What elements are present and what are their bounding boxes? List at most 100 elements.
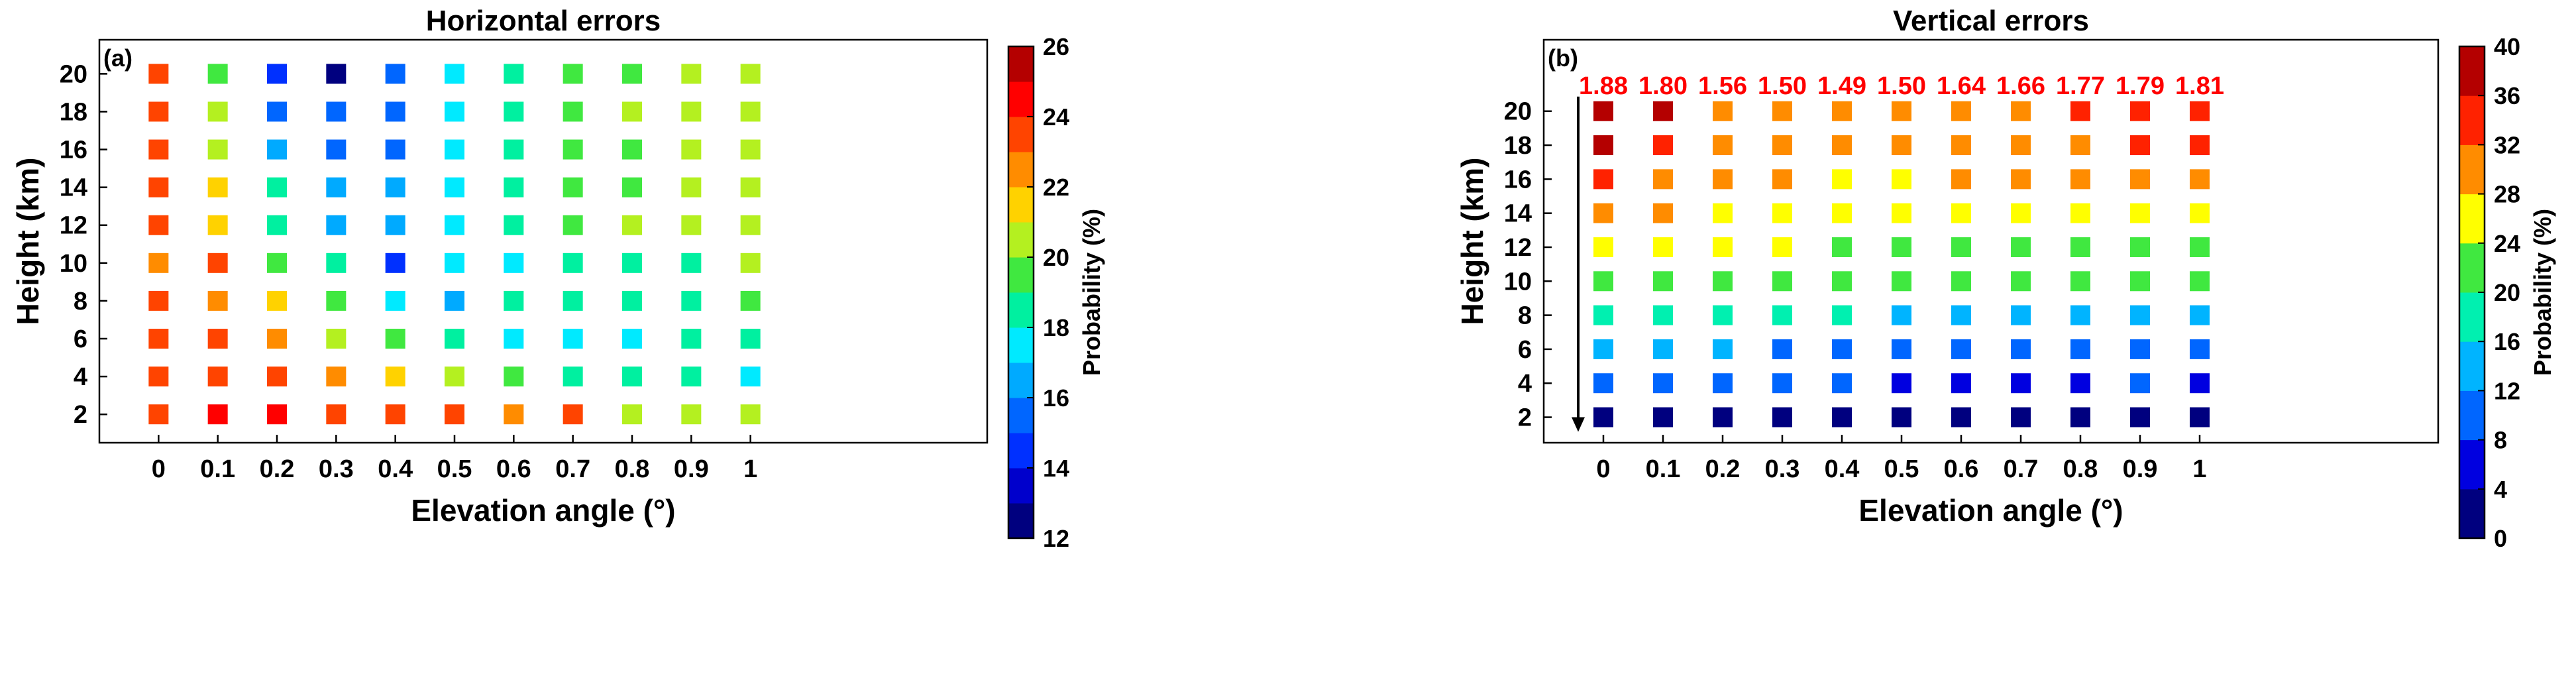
trend-arrow-head [1572,417,1585,432]
heatmap-cell [2130,101,2150,121]
heatmap-cell [504,215,524,235]
heatmap-cell [1892,305,1911,325]
colorbar-segment [1008,222,1034,258]
x-tick-label: 0 [152,455,166,483]
heatmap-cell [504,253,524,273]
x-tick-label: 0.6 [496,455,531,483]
heatmap-cell [622,329,642,349]
colorbar-tick-label: 26 [1043,33,1069,60]
heatmap-cell [2011,135,2031,156]
heatmap-cell [1832,407,1852,427]
heatmap-cell [1951,203,1971,223]
heatmap-cell [2190,169,2210,190]
colorbar-segment [2459,292,2485,342]
x-tick-label: 0.6 [1944,455,1979,483]
heatmap-cell [1832,101,1852,121]
heatmap-cell [1653,203,1673,223]
heatmap-cell [445,329,464,349]
heatmap-cell [681,367,702,387]
x-tick-label: 0.3 [319,455,354,483]
heatmap-cell [2190,271,2210,292]
heatmap-cell [1713,203,1733,223]
heatmap-cell [445,367,464,387]
heatmap-cell [1713,373,1733,394]
y-tick-label: 14 [1504,200,1532,228]
heatmap-cell [2130,203,2150,223]
heatmap-cell [2011,373,2031,394]
colorbar-tick-label: 36 [2494,82,2520,109]
colorbar-segment [1008,152,1034,188]
heatmap-cell [1772,339,1792,359]
heatmap-cell [1593,373,1613,394]
heatmap-cell [2011,339,2031,359]
colorbar-tick-label: 16 [2494,328,2520,355]
colorbar-segment [1008,187,1034,223]
heatmap-cell [2190,237,2210,257]
x-tick-label: 1 [743,455,757,483]
heatmap-cell [2070,373,2090,394]
heatmap-cell [2190,407,2210,427]
heatmap-cell [622,139,642,160]
colorbar-segment [2459,243,2485,293]
heatmap-cell [1951,237,1971,257]
heatmap-cell [563,101,583,122]
heatmap-cell [1832,339,1852,359]
heatmap-cell [2011,407,2031,427]
heatmap-cell [1892,339,1911,359]
heatmap-cell [1653,169,1673,190]
y-tick-label: 18 [60,98,87,126]
heatmap-cell [267,329,287,349]
colorbar-tick-label: 20 [2494,279,2520,306]
heatmap-cell [385,139,405,160]
heatmap-cell [504,139,524,160]
heatmap-cell [148,177,169,198]
colorbar-segment [1008,292,1034,328]
y-tick-label: 16 [60,137,87,164]
x-axis-label: Elevation angle (°) [411,493,675,528]
heatmap-cell [445,404,464,425]
heatmap-cell [445,253,464,273]
heatmap-cell [207,215,228,235]
column-annotation: 1.77 [2056,72,2105,100]
y-axis-label: Height (km) [11,158,45,325]
heatmap-cell [1832,135,1852,156]
heatmap-cell [385,329,405,349]
heatmap-cell [1593,305,1613,325]
heatmap-cell [740,329,761,349]
heatmap-cell [385,367,405,387]
colorbar-segment [1008,398,1034,433]
heatmap-cell [1593,407,1613,427]
heatmap-cell [504,64,524,84]
colorbar-segment [1008,46,1034,82]
colorbar-label: Probability (%) [2529,209,2556,376]
heatmap-cell [2070,169,2090,190]
heatmap-cell [740,215,761,235]
heatmap-cell [1653,407,1673,427]
y-tick-label: 16 [1504,166,1532,194]
heatmap-cell [1772,101,1792,121]
heatmap-cell [563,404,583,425]
heatmap-cell [1653,101,1673,121]
heatmap-cell [267,64,287,84]
heatmap-cell [385,253,405,273]
y-tick-label: 18 [1504,132,1532,160]
heatmap-cell [504,177,524,198]
chart-title: Horizontal errors [426,5,661,37]
heatmap-cell [385,215,405,235]
colorbar-tick-label: 8 [2494,427,2507,454]
heatmap-cell [385,177,405,198]
heatmap-cell [207,290,228,311]
colorbar-tick-label: 40 [2494,33,2520,60]
colorbar-segment [1008,363,1034,398]
colorbar-segment [1008,82,1034,117]
colorbar-tick-label: 32 [2494,131,2520,158]
heatmap-cell [1653,237,1673,257]
heatmap-cell [1892,101,1911,121]
heatmap-cell [504,101,524,122]
heatmap-cell [2190,135,2210,156]
x-tick-label: 0.5 [1884,455,1919,483]
heatmap-cell [207,367,228,387]
x-axis-label: Elevation angle (°) [1858,493,2123,528]
heatmap-cell [1653,339,1673,359]
heatmap-cell [2130,339,2150,359]
